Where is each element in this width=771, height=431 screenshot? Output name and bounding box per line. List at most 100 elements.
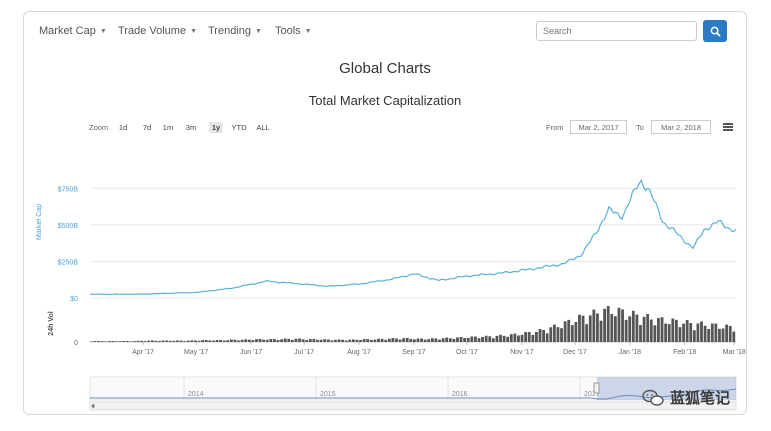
from-date-input[interactable]: Mar 2, 2017 — [570, 120, 627, 134]
volume-bar — [93, 341, 97, 342]
y-tick-label: $750B — [58, 186, 79, 193]
zoom-button-7d[interactable]: 7d — [142, 123, 152, 132]
volume-bar — [721, 328, 725, 342]
volume-bar — [351, 339, 355, 342]
search-input[interactable] — [536, 21, 697, 41]
volume-bar — [545, 333, 549, 342]
volume-bar — [344, 340, 348, 342]
volume-bar — [728, 325, 732, 342]
volume-bar — [509, 334, 513, 342]
volume-bar — [639, 325, 642, 342]
volume-bar — [391, 338, 395, 342]
volume-bar — [649, 319, 653, 342]
navigator-handle-left[interactable] — [593, 382, 600, 394]
volume-bar — [269, 338, 273, 342]
nav-tools[interactable]: Tools ▼ — [275, 25, 312, 37]
volume-bar — [197, 340, 201, 342]
volume-bar — [416, 338, 420, 342]
volume-bar — [104, 341, 108, 342]
volume-bar — [606, 306, 610, 342]
volume-bar — [319, 339, 323, 342]
volume-bar — [463, 338, 467, 342]
nav-market-cap[interactable]: Market Cap ▼ — [39, 25, 107, 37]
volume-bar — [542, 329, 545, 342]
volume-bar — [549, 327, 553, 342]
volume-bar — [570, 325, 574, 342]
to-date-input[interactable]: Mar 2, 2018 — [651, 120, 711, 134]
volume-bar — [506, 336, 510, 342]
volume-bar — [535, 331, 538, 342]
zoom-button-ytd[interactable]: YTD — [231, 123, 247, 132]
volume-bar — [247, 339, 251, 342]
search-icon — [710, 26, 720, 36]
volume-bar — [158, 340, 161, 342]
nav-trending[interactable]: Trending ▼ — [208, 25, 262, 37]
navigator-tick-label: 2014 — [188, 391, 204, 398]
volume-bar — [294, 338, 298, 342]
caret-down-icon: ▼ — [190, 27, 198, 35]
page-title: Global Charts — [339, 60, 431, 77]
x-tick-label: Feb '18 — [673, 349, 696, 356]
volume-bar — [441, 338, 445, 342]
nav-trade-volume[interactable]: Trade Volume ▼ — [118, 25, 197, 37]
volume-bar — [395, 338, 398, 342]
zoom-button-all[interactable]: ALL — [256, 123, 270, 132]
volume-bar — [560, 328, 563, 342]
volume-bar — [592, 309, 596, 342]
market-cap-line — [89, 178, 737, 295]
volume-bar — [667, 324, 671, 342]
zoom-label: Zoom — [89, 123, 109, 132]
zoom-button-3m[interactable]: 3m — [185, 123, 197, 132]
volume-bar — [384, 339, 388, 342]
volume-bar — [348, 339, 352, 342]
zoom-button-1d[interactable]: 1d — [118, 123, 128, 132]
volume-bar — [552, 324, 556, 342]
scroll-left-icon[interactable] — [91, 403, 95, 409]
volume-bar — [692, 330, 696, 342]
volume-bar — [154, 340, 158, 342]
wechat-icon — [642, 389, 664, 406]
zoom-button-1y[interactable]: 1y — [209, 122, 223, 133]
chart-panel: Market Cap ▼ Trade Volume ▼ Trending ▼ Tool… — [23, 11, 747, 415]
volume-bar — [624, 319, 628, 342]
search-button[interactable] — [703, 20, 727, 42]
volume-bar — [653, 325, 657, 342]
caret-down-icon: ▼ — [304, 27, 312, 35]
volume-bar — [459, 336, 463, 342]
volume-bar — [671, 318, 675, 342]
volume-bar — [456, 337, 459, 342]
volume-bar — [398, 339, 402, 342]
volume-bar — [423, 339, 427, 342]
volume-bar — [621, 309, 624, 342]
zoom-button-1m[interactable]: 1m — [162, 123, 174, 132]
volume-bar — [359, 340, 362, 342]
volume-bar — [452, 338, 456, 342]
volume-bar — [685, 320, 689, 342]
volume-bar — [567, 319, 571, 342]
y-tick-label: $250B — [58, 259, 79, 266]
volume-bar — [732, 331, 736, 342]
volume-bar — [660, 317, 664, 342]
volume-bar — [405, 337, 409, 342]
volume-bar — [176, 340, 179, 342]
x-tick-label: May '17 — [184, 349, 208, 356]
navigator-line — [90, 388, 737, 400]
x-tick-label: Jul '17 — [294, 349, 314, 356]
volume-bar — [90, 341, 93, 342]
volume-bar — [125, 341, 129, 342]
volume-bar — [491, 338, 495, 342]
volume-bar — [151, 340, 154, 342]
chart-menu-icon[interactable] — [723, 123, 733, 131]
volume-bar — [420, 338, 423, 342]
volume-bar — [100, 341, 104, 342]
volume-bar — [581, 315, 585, 342]
volume-bar — [287, 338, 291, 342]
volume-bar — [696, 323, 700, 342]
volume-bar — [563, 321, 567, 342]
caret-down-icon: ▼ — [255, 27, 262, 35]
volume-bar — [484, 335, 488, 342]
volume-axis-label: 24h Vol — [48, 311, 55, 335]
volume-bar — [201, 340, 205, 342]
volume-bar — [276, 339, 280, 342]
volume-bar — [477, 338, 481, 342]
